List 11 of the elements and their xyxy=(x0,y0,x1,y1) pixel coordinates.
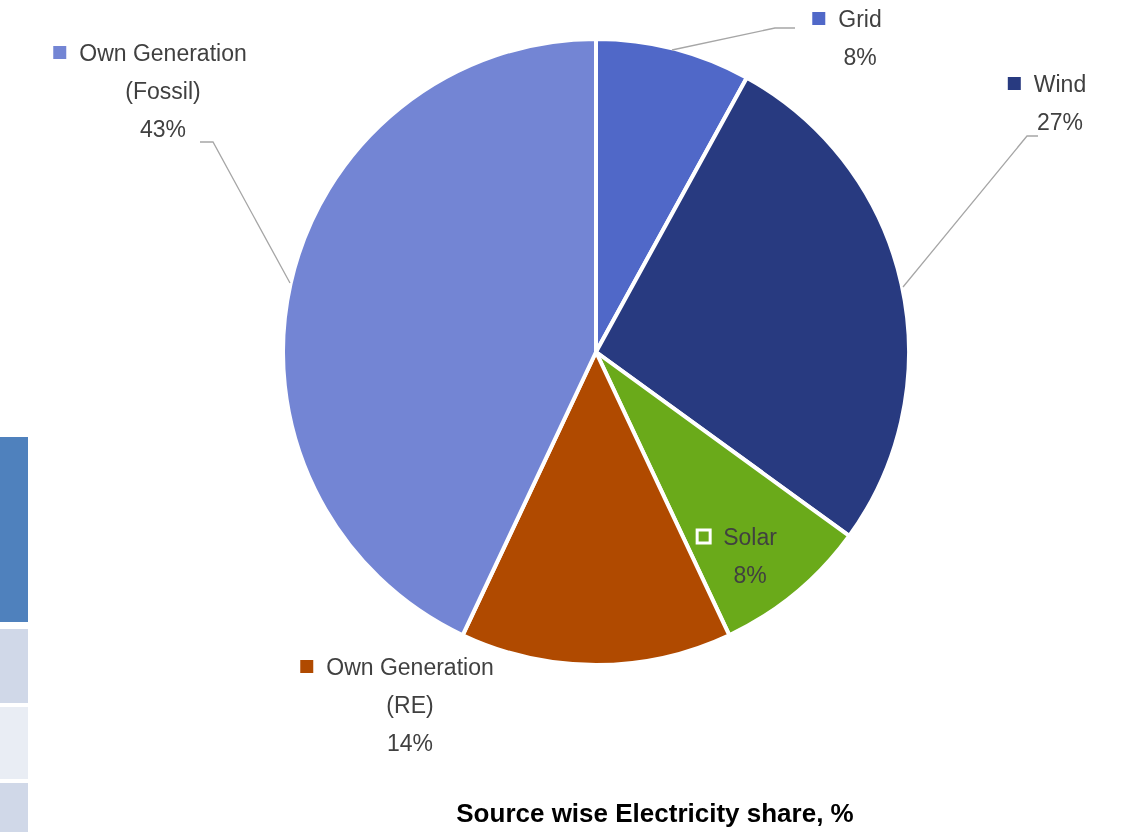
legend-label: Solar xyxy=(723,524,778,550)
data-label: 8% xyxy=(843,44,877,70)
data-label: 43% xyxy=(139,116,187,142)
text: Source wise Electricity share, % xyxy=(456,798,854,828)
data-label: 27% xyxy=(1036,109,1084,135)
legend-label: Own Generation (RE) xyxy=(326,654,494,718)
data-label: 14% xyxy=(386,730,434,756)
legend-label: Wind xyxy=(1033,71,1087,97)
data-label: 8% xyxy=(733,562,767,588)
legend-label: Own Generation (Fossil) xyxy=(79,40,247,104)
legend-label: Grid xyxy=(838,6,882,32)
